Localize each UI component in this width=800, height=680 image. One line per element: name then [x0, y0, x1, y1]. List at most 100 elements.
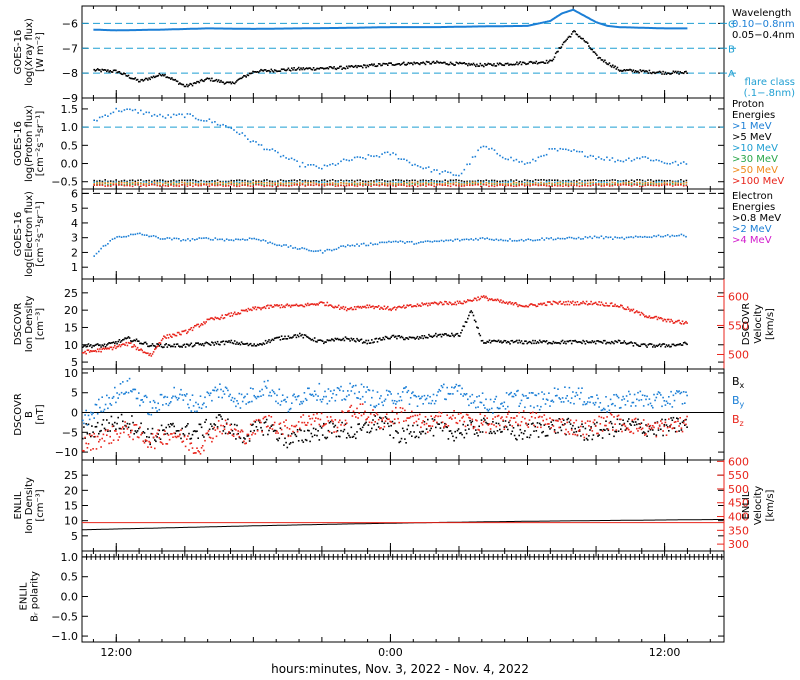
data-point — [194, 82, 196, 84]
data-point — [430, 171, 433, 173]
data-point — [644, 315, 646, 318]
data-point — [130, 342, 132, 344]
data-point — [521, 181, 523, 184]
data-point — [441, 429, 444, 432]
data-point — [452, 182, 455, 185]
data-point — [277, 182, 279, 185]
data-point — [327, 420, 330, 422]
data-point — [488, 180, 490, 182]
data-point — [500, 340, 502, 342]
data-point — [652, 406, 654, 409]
data-point — [133, 424, 135, 426]
data-point — [203, 237, 205, 239]
data-point — [641, 312, 644, 315]
data-point — [221, 432, 223, 435]
data-point — [624, 342, 627, 344]
data-point — [369, 64, 372, 66]
data-point — [671, 183, 674, 185]
data-point — [655, 184, 658, 187]
data-point — [111, 348, 114, 351]
data-point — [407, 424, 410, 427]
data-point — [358, 245, 360, 247]
data-point — [279, 155, 282, 158]
data-point — [507, 405, 509, 408]
data-point — [252, 140, 254, 142]
data-point — [160, 393, 163, 396]
data-point — [296, 334, 299, 336]
data-point — [639, 179, 641, 181]
data-point — [348, 338, 350, 340]
data-point — [542, 398, 544, 400]
data-point — [337, 67, 340, 69]
data-point — [449, 393, 452, 395]
data-point — [361, 426, 364, 429]
data-point — [515, 158, 518, 161]
data-point — [536, 305, 539, 307]
data-point — [540, 61, 542, 64]
data-point — [328, 304, 331, 306]
data-point — [252, 432, 254, 434]
data-point — [425, 167, 427, 169]
data-point — [206, 77, 209, 79]
data-point — [656, 421, 659, 423]
data-point — [167, 404, 170, 407]
data-point — [615, 305, 618, 308]
data-point — [616, 395, 619, 398]
data-point — [415, 420, 418, 423]
data-point — [464, 321, 467, 323]
data-point — [348, 180, 350, 183]
data-point — [254, 396, 257, 398]
data-point — [324, 67, 326, 70]
data-point — [556, 149, 559, 152]
data-point — [143, 341, 146, 344]
data-point — [420, 62, 422, 64]
y-tick-label: −0.5 — [51, 176, 78, 189]
data-point — [332, 338, 334, 341]
data-point — [682, 323, 685, 325]
data-point — [296, 182, 298, 185]
data-point — [573, 30, 575, 32]
data-point — [203, 180, 205, 183]
data-point — [86, 432, 89, 435]
data-point — [173, 386, 175, 389]
data-point — [115, 69, 117, 72]
data-point — [515, 437, 517, 440]
data-point — [337, 185, 339, 187]
data-point — [572, 300, 574, 303]
data-point — [483, 295, 485, 297]
data-point — [241, 181, 244, 183]
data-point — [477, 149, 479, 152]
data-point — [360, 65, 363, 67]
data-point — [203, 183, 205, 186]
data-point — [235, 429, 237, 431]
data-point — [480, 295, 483, 298]
data-point — [673, 344, 676, 347]
data-point — [115, 428, 117, 430]
data-point — [588, 303, 590, 305]
data-point — [455, 61, 458, 64]
data-point — [583, 401, 586, 403]
data-point — [167, 181, 169, 184]
data-point — [655, 71, 658, 74]
data-point — [378, 156, 381, 158]
data-point — [634, 405, 637, 407]
data-point — [503, 401, 506, 404]
data-point — [499, 180, 501, 183]
data-point — [423, 303, 426, 305]
data-point — [610, 403, 613, 406]
data-point — [474, 182, 477, 185]
data-point — [262, 239, 265, 241]
data-point — [268, 414, 270, 417]
data-point — [206, 432, 209, 434]
data-point — [447, 181, 449, 184]
data-point — [469, 311, 471, 314]
data-point — [593, 51, 596, 54]
data-point — [171, 336, 173, 338]
data-point — [216, 317, 219, 319]
data-point — [389, 434, 391, 436]
data-point — [112, 182, 115, 185]
data-point — [545, 340, 548, 342]
data-point — [500, 403, 502, 405]
data-point — [192, 452, 195, 454]
data-point — [207, 342, 210, 345]
